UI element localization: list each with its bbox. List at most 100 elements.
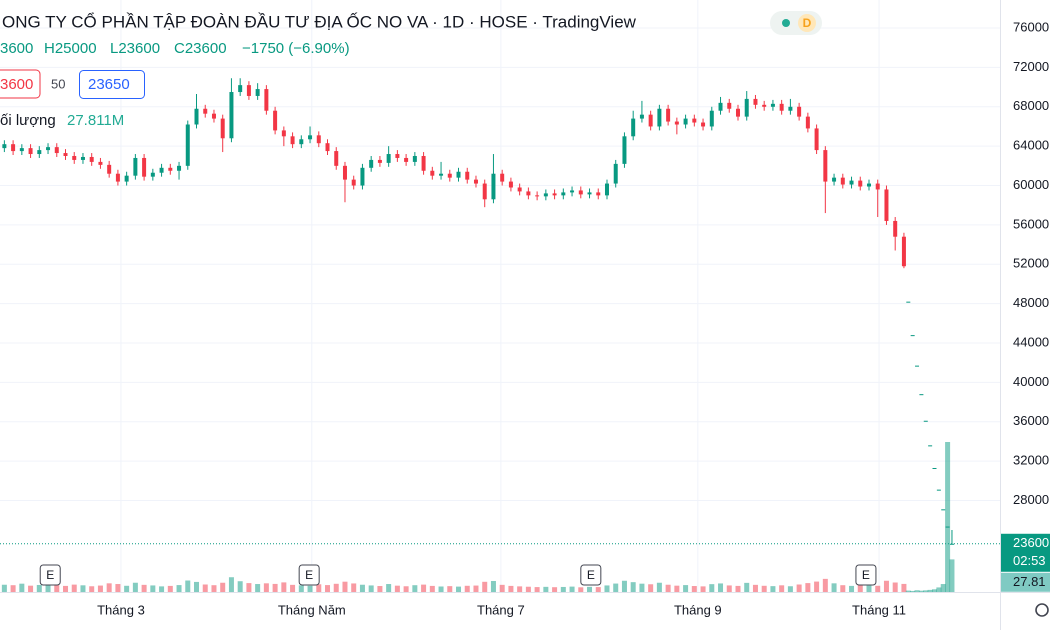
volume-bar [831, 583, 837, 592]
candle-body [692, 118, 697, 123]
candle-body [325, 143, 330, 152]
volume-bar [63, 585, 69, 592]
volume-bar [255, 584, 261, 592]
volume-bar [744, 582, 750, 592]
volume-bar [796, 584, 802, 592]
volume-bar [587, 586, 593, 592]
candle-body [701, 122, 706, 127]
candle-body [945, 526, 950, 528]
candle-body [744, 98, 749, 117]
volume-bar [840, 585, 846, 592]
volume-bar [237, 581, 243, 592]
event-label: E [862, 568, 870, 582]
candle-body [491, 173, 496, 200]
volume-legend-name: ối lượng [0, 112, 56, 129]
volume-bar [709, 584, 715, 592]
candle-body [220, 118, 225, 139]
volume-bar [132, 582, 138, 592]
candle-body [517, 187, 522, 192]
candle-body [246, 85, 251, 96]
volume-bar [473, 585, 479, 592]
volume-bar [71, 584, 77, 592]
volume-bar [857, 584, 863, 592]
candle-body [316, 135, 321, 144]
x-tick-label: Tháng 3 [97, 602, 145, 617]
volume-bar [368, 585, 374, 592]
volume-bar [517, 586, 523, 592]
candle-body [211, 113, 216, 119]
volume-bar [787, 586, 793, 592]
indicator-value: 23650 [88, 76, 130, 93]
volume-bar [613, 583, 619, 592]
volume-bar [228, 577, 234, 592]
volume-bar [438, 586, 444, 592]
volume-bar [403, 586, 409, 592]
volume-bar [412, 585, 418, 592]
candle-body [596, 192, 601, 196]
volume-bar [394, 585, 400, 592]
volume-bar [866, 585, 872, 592]
candle-body [570, 190, 575, 193]
candle-body [203, 108, 208, 114]
y-tick-label: 44000 [1013, 334, 1049, 349]
candle-body [238, 85, 243, 93]
candle-body [273, 110, 278, 131]
candle-body [919, 394, 924, 396]
volume-bar [202, 584, 208, 592]
candle-body [264, 89, 269, 111]
volume-bar [726, 585, 732, 592]
candle-body [11, 144, 16, 152]
candle-body [107, 164, 112, 174]
volume-bar [159, 586, 165, 592]
candle-body [229, 92, 234, 139]
last-price-label: 23600 [1013, 535, 1049, 550]
indicator-box[interactable] [79, 70, 145, 99]
volume-bar [359, 584, 365, 592]
candle-body [840, 177, 845, 185]
x-tick-label: Tháng 7 [477, 602, 525, 617]
candle-body [884, 189, 889, 221]
volume-bar [648, 584, 654, 592]
volume-bar [290, 584, 296, 592]
candle-body [941, 509, 946, 511]
volume-bar [124, 585, 130, 592]
candle-body [762, 104, 767, 107]
x-tick-label: Tháng Năm [278, 602, 346, 617]
volume-bar [499, 584, 505, 592]
volume-bar [923, 590, 929, 592]
candle-body [89, 156, 94, 162]
x-tick-label: Tháng 9 [674, 602, 722, 617]
volume-bar [552, 587, 558, 592]
y-tick-label: 72000 [1013, 59, 1049, 74]
indicator-length: 50 [51, 76, 65, 91]
volume-bar [940, 584, 946, 592]
volume-bar [875, 585, 881, 592]
candle-body [604, 183, 609, 196]
candle-body [718, 102, 723, 111]
candle-body [98, 161, 103, 165]
axes: 28000 32000 36000 40000 44000 48000 52000 56000… [0, 19, 1050, 617]
candle-body [552, 193, 557, 196]
candle-body [639, 114, 644, 119]
candle-body [473, 179, 478, 184]
volume-bar [421, 584, 427, 592]
candle-body [482, 183, 487, 200]
candle-body [622, 136, 627, 164]
volume-bar [656, 582, 662, 592]
candle-body [543, 193, 548, 197]
candle-body [28, 148, 33, 155]
volume-bar [595, 587, 601, 592]
event-label: E [587, 568, 595, 582]
volume-label-box [1001, 572, 1050, 592]
volume-bar [89, 586, 95, 592]
volume-bar [167, 585, 173, 592]
candle-body [255, 89, 260, 96]
volume-bar [429, 585, 435, 592]
settings-icon[interactable] [1035, 603, 1049, 617]
candle-body [142, 157, 147, 177]
candle-body [500, 173, 505, 182]
indicator-box[interactable] [0, 69, 41, 99]
candle-body [447, 173, 452, 178]
y-tick-label: 32000 [1013, 453, 1049, 468]
volume-bar [508, 585, 514, 592]
